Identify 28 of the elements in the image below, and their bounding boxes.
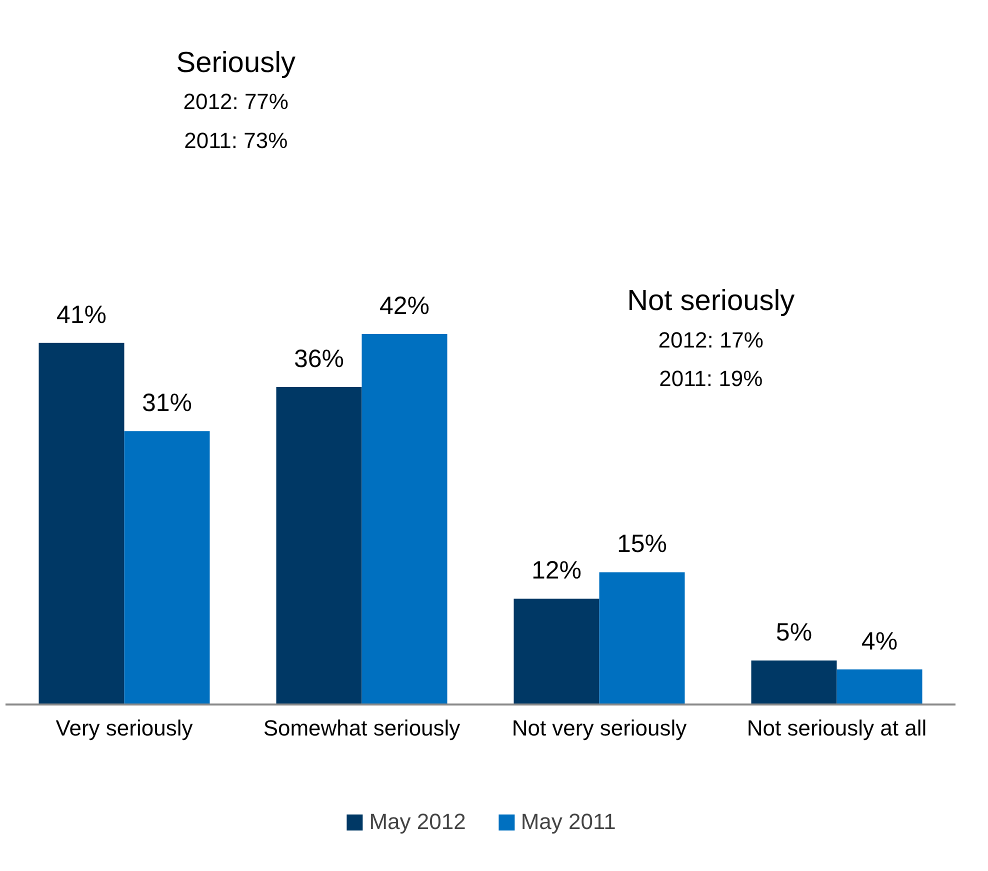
data-label: 12% [531,556,582,585]
text: Seriously [176,46,296,79]
data-label: 5% [776,618,812,646]
bar [836,669,922,705]
text: Not seriously [627,285,796,318]
bar [599,572,685,705]
data-label: 42% [379,292,430,320]
legend-label: May 2012 [369,809,466,835]
bar [124,431,210,705]
data-label: 36% [294,344,344,373]
data-label: 31% [142,389,192,418]
bar [362,334,448,705]
data-label: 41% [56,300,107,329]
x-tick-label: Very seriously [56,716,193,741]
annotation: 2012: 17% [658,327,764,352]
bar [276,386,362,705]
text: 2012: 77% [183,89,288,114]
legend-label: May 2011 [520,809,616,835]
annotation: 2011: 19% [659,366,763,392]
bar [38,342,124,705]
x-tick-label: Not very seriously [512,716,687,741]
x-tick-label: Somewhat seriously [263,716,460,741]
data-label: 15% [616,530,668,558]
bar [751,660,837,705]
bar [514,598,600,705]
text: 2011: 73% [184,128,288,153]
x-tick-label: Not seriously at all [746,716,927,741]
data-label: 4% [861,627,898,656]
